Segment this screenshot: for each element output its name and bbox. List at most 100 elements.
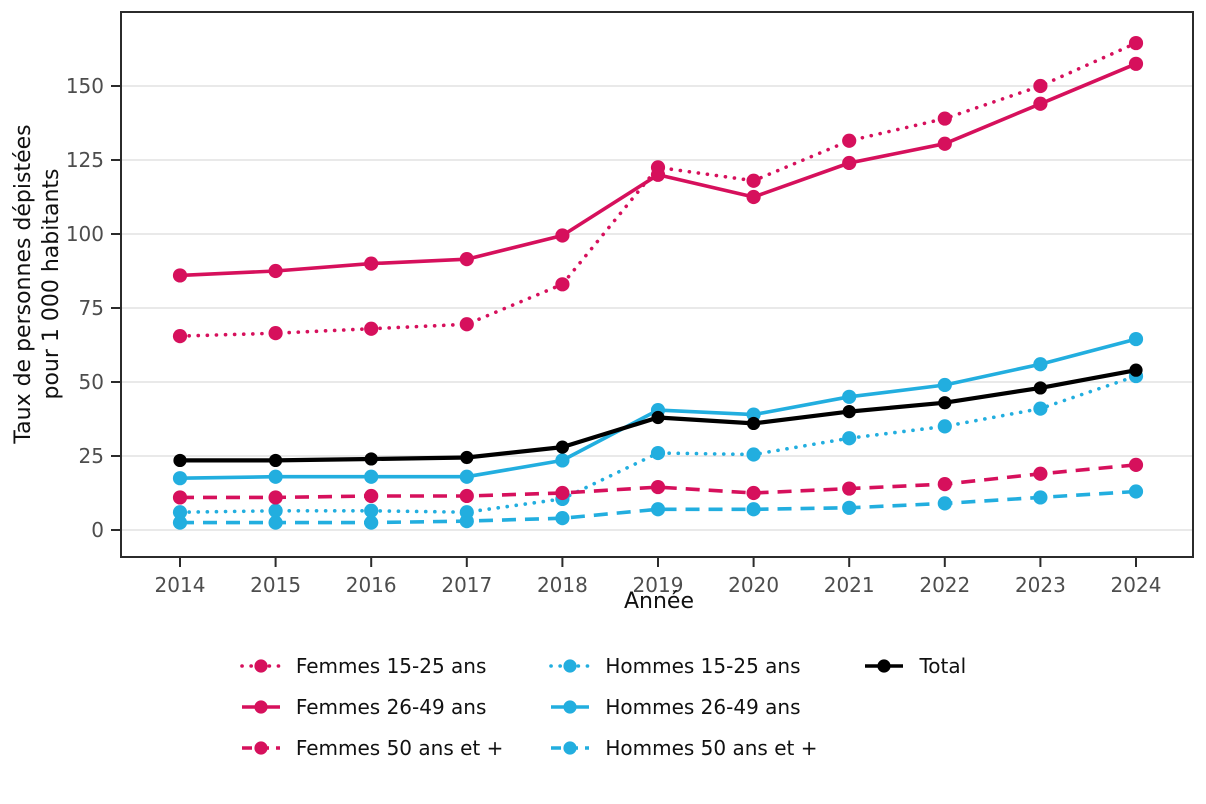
data-point	[364, 469, 379, 484]
data-point	[172, 490, 188, 505]
data-point	[460, 450, 474, 465]
data-point	[1033, 78, 1048, 94]
data-point	[555, 485, 570, 501]
data-point	[172, 505, 188, 520]
data-point	[364, 488, 379, 504]
data-point	[1033, 357, 1048, 372]
data-point	[937, 477, 952, 492]
x-tick-label: 2015	[250, 573, 301, 597]
data-point	[746, 189, 761, 205]
y-tick-label: 50	[79, 370, 104, 394]
data-point	[364, 452, 378, 466]
data-point	[842, 500, 857, 515]
y-tick-label: 100	[66, 222, 104, 246]
legend-label: Femmes 50 ans et +	[295, 736, 504, 760]
data-point	[842, 481, 857, 496]
legend-label: Hommes 26-49 ans	[605, 695, 801, 719]
data-point	[555, 228, 570, 243]
data-point	[172, 471, 188, 486]
x-tick-label: 2018	[537, 573, 588, 597]
x-axis-title: Année	[624, 589, 694, 614]
data-point	[268, 469, 283, 484]
legend-item: Hommes 15-25 ans	[549, 654, 817, 678]
data-point	[1128, 331, 1144, 347]
x-tick-label: 2017	[441, 573, 492, 597]
y-tick-label: 75	[79, 296, 104, 320]
legend-item: Femmes 26-49 ans	[240, 695, 504, 719]
data-point	[650, 502, 666, 517]
x-tick-label: 2020	[728, 573, 779, 597]
data-point	[650, 167, 666, 182]
data-point	[268, 326, 283, 341]
legend-key-icon	[865, 659, 904, 673]
y-tick-label: 150	[66, 74, 104, 98]
data-point	[364, 515, 379, 530]
data-point	[937, 136, 952, 151]
chart-legend: Femmes 15-25 ans Femmes 26-49 ans Femmes 5…	[0, 654, 1206, 760]
legend-label: Hommes 50 ans et +	[605, 736, 818, 760]
x-tick-label: 2022	[919, 573, 970, 597]
legend-item: Femmes 15-25 ans	[240, 654, 504, 678]
data-point	[1128, 56, 1144, 71]
x-tick-label: 2016	[346, 573, 397, 597]
data-point	[1033, 466, 1048, 481]
legend-key-icon	[240, 659, 282, 673]
data-point	[746, 447, 761, 462]
data-point	[746, 173, 761, 188]
y-tick-label: 25	[79, 444, 104, 468]
x-tick-label: 2014	[155, 573, 206, 597]
data-point	[172, 515, 188, 530]
data-point	[1033, 96, 1048, 111]
data-point	[459, 252, 474, 267]
legend-item: Femmes 50 ans et +	[240, 736, 504, 760]
data-point	[842, 431, 857, 446]
data-point	[842, 389, 857, 404]
data-point	[555, 453, 570, 468]
data-point	[842, 133, 857, 148]
data-point	[555, 511, 570, 526]
data-point	[1128, 484, 1144, 499]
legend-key-icon	[551, 700, 590, 714]
data-point	[937, 496, 952, 511]
legend-item: Hommes 50 ans et +	[549, 736, 817, 760]
x-tick-label: 2024	[1111, 573, 1162, 597]
data-point	[937, 377, 952, 393]
data-point	[1128, 457, 1144, 472]
legend-key-icon	[241, 700, 280, 714]
legend-item: Hommes 26-49 ans	[549, 695, 817, 719]
legend-item: Total	[863, 654, 966, 678]
legend-key-icon	[551, 741, 590, 755]
legend-label: Femmes 15-25 ans	[295, 654, 487, 678]
data-point	[1033, 490, 1048, 505]
data-point	[1033, 401, 1048, 416]
data-point	[268, 503, 283, 518]
data-point	[364, 321, 379, 336]
x-tick-label: 2021	[824, 573, 875, 597]
data-point	[1129, 363, 1143, 377]
legend-column: Femmes 15-25 ans Femmes 26-49 ans Femmes 5…	[240, 654, 504, 760]
y-axis-title-line2: pour 1 000 habitants	[39, 168, 64, 399]
legend-label: Femmes 26-49 ans	[295, 695, 487, 719]
data-point	[364, 256, 379, 271]
data-point	[746, 485, 761, 501]
data-point	[1128, 35, 1144, 51]
y-tick-label: 0	[91, 518, 104, 542]
data-point	[651, 410, 665, 425]
data-point	[364, 503, 379, 518]
data-point	[268, 490, 283, 505]
x-tick-label: 2019	[633, 573, 684, 597]
data-point	[269, 453, 283, 468]
data-point	[938, 396, 952, 410]
data-point	[459, 469, 474, 484]
data-point	[650, 445, 666, 461]
data-point	[746, 502, 761, 517]
x-tick-label: 2023	[1015, 573, 1066, 597]
data-point	[268, 515, 283, 530]
data-point	[172, 268, 188, 283]
data-point	[842, 405, 856, 419]
data-point	[747, 416, 761, 431]
legend-label: Total	[919, 654, 967, 678]
legend-column: Total	[863, 654, 966, 678]
data-point	[173, 453, 187, 468]
